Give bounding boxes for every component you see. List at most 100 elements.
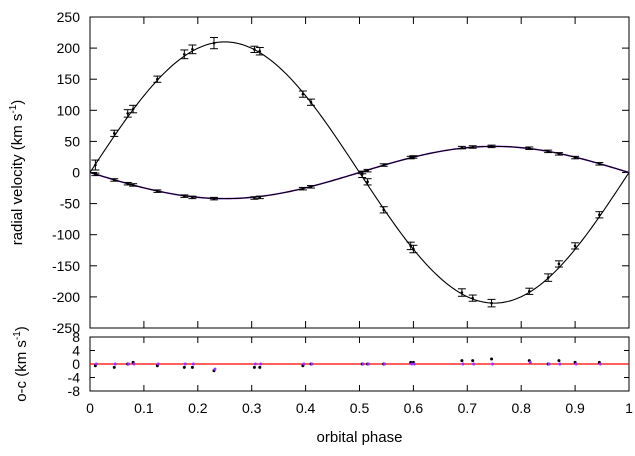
residual-y-tick-label: 0 (72, 356, 80, 372)
secondary-residual-point (491, 362, 495, 366)
secondary-data-point (379, 163, 388, 167)
secondary-data-point (487, 144, 496, 149)
secondary-residual-point (183, 362, 187, 366)
primary-data-point (250, 45, 259, 53)
point-marker (183, 53, 186, 56)
primary-residual-point (490, 357, 494, 361)
secondary-data-point (153, 189, 162, 193)
point-marker (301, 187, 305, 190)
x-tick-label: 0.1 (134, 400, 154, 416)
point-marker (253, 48, 256, 51)
secondary-data-point (180, 194, 189, 198)
secondary-residual-point (574, 362, 578, 366)
x-tick-label: 0.2 (188, 400, 208, 416)
residual-y-axis-label: o-c (km s-1) (12, 326, 30, 402)
residual-y-tick-label: 4 (72, 343, 80, 359)
y-tick-label: 50 (64, 133, 80, 149)
secondary-data-point (110, 178, 119, 182)
primary-data-point (255, 46, 264, 56)
point-marker (309, 185, 313, 189)
primary-residual-point (460, 359, 464, 363)
secondary-data-point (298, 186, 307, 191)
secondary-data-point (255, 195, 264, 200)
secondary-residual-point (94, 362, 98, 366)
point-marker (460, 291, 464, 294)
primary-residual-point (471, 359, 475, 363)
primary-residual-point (557, 359, 561, 363)
point-marker (258, 49, 262, 53)
secondary-residual-point (547, 362, 551, 366)
point-marker (131, 183, 135, 187)
point-marker (156, 77, 159, 81)
x-tick-label: 0 (86, 400, 94, 416)
secondary-residual-point (132, 362, 136, 366)
primary-data-point (110, 129, 119, 137)
x-tick-label: 0.4 (296, 400, 316, 416)
secondary-data-point (250, 196, 259, 200)
primary-data-point (595, 211, 604, 219)
primary-data-point (554, 260, 563, 268)
point-marker (366, 169, 369, 172)
primary-data-point (409, 244, 418, 254)
primary-data-point (363, 178, 372, 186)
primary-data-point (180, 49, 189, 60)
point-marker (360, 171, 364, 174)
primary-data-point (123, 109, 132, 118)
secondary-residual-point (461, 362, 465, 366)
secondary-data-point (571, 155, 580, 160)
secondary-residual-point (253, 362, 257, 366)
point-marker (94, 173, 97, 176)
primary-data-point (306, 98, 315, 106)
x-tick-label: 1 (625, 400, 633, 416)
primary-data-point (544, 273, 553, 282)
secondary-residual-point (191, 362, 195, 366)
point-marker (598, 162, 601, 166)
point-marker (471, 296, 474, 300)
secondary-residual-point (410, 362, 414, 366)
secondary-residual-point (156, 362, 160, 366)
secondary-residual-point (412, 362, 416, 366)
secondary-data-point (554, 152, 563, 156)
point-marker (382, 163, 386, 167)
x-tick-label: 0.8 (511, 400, 531, 416)
secondary-residual-point (558, 362, 562, 366)
point-marker (460, 146, 464, 149)
secondary-residual-point (367, 362, 371, 366)
primary-residual-point (190, 365, 194, 369)
y-tick-label: 250 (57, 9, 81, 25)
secondary-data-point (306, 185, 315, 189)
point-marker (131, 107, 135, 111)
secondary-residual-point (472, 362, 476, 366)
x-tick-label: 0.9 (565, 400, 585, 416)
point-marker (557, 152, 561, 156)
secondary-residual-point (302, 362, 306, 366)
point-marker (573, 244, 577, 248)
secondary-residual-point (361, 362, 365, 366)
secondary-residual-point (127, 362, 131, 366)
point-marker (557, 262, 561, 266)
point-marker (527, 290, 531, 293)
residuals-panel: 840-4-80 0.1 0.2 0.3 0.4 0.5 0.6 0.7 0.8 0.9 1o-c … (12, 326, 633, 446)
y-axis-label: radial velocity (km s-1) (8, 100, 26, 246)
primary-residual-point (252, 365, 256, 369)
secondary-residual-point (113, 362, 117, 366)
secondary-data-point (358, 170, 367, 175)
secondary-model-curve-overlay (89, 145, 630, 200)
point-marker (253, 196, 256, 200)
secondary-residual-point (528, 360, 532, 364)
point-marker (412, 247, 415, 251)
point-marker (309, 100, 313, 104)
secondary-data-point (457, 145, 466, 150)
point-marker (258, 196, 262, 199)
primary-data-point (525, 287, 534, 295)
point-marker (546, 276, 550, 279)
secondary-data-point (468, 145, 477, 149)
point-marker (412, 155, 415, 159)
y-tick-label: -50 (60, 196, 80, 212)
primary-data-point (468, 294, 477, 302)
primary-data-point (487, 298, 496, 308)
primary-data-point (298, 90, 307, 98)
point-marker (382, 208, 386, 212)
point-marker (527, 146, 531, 150)
